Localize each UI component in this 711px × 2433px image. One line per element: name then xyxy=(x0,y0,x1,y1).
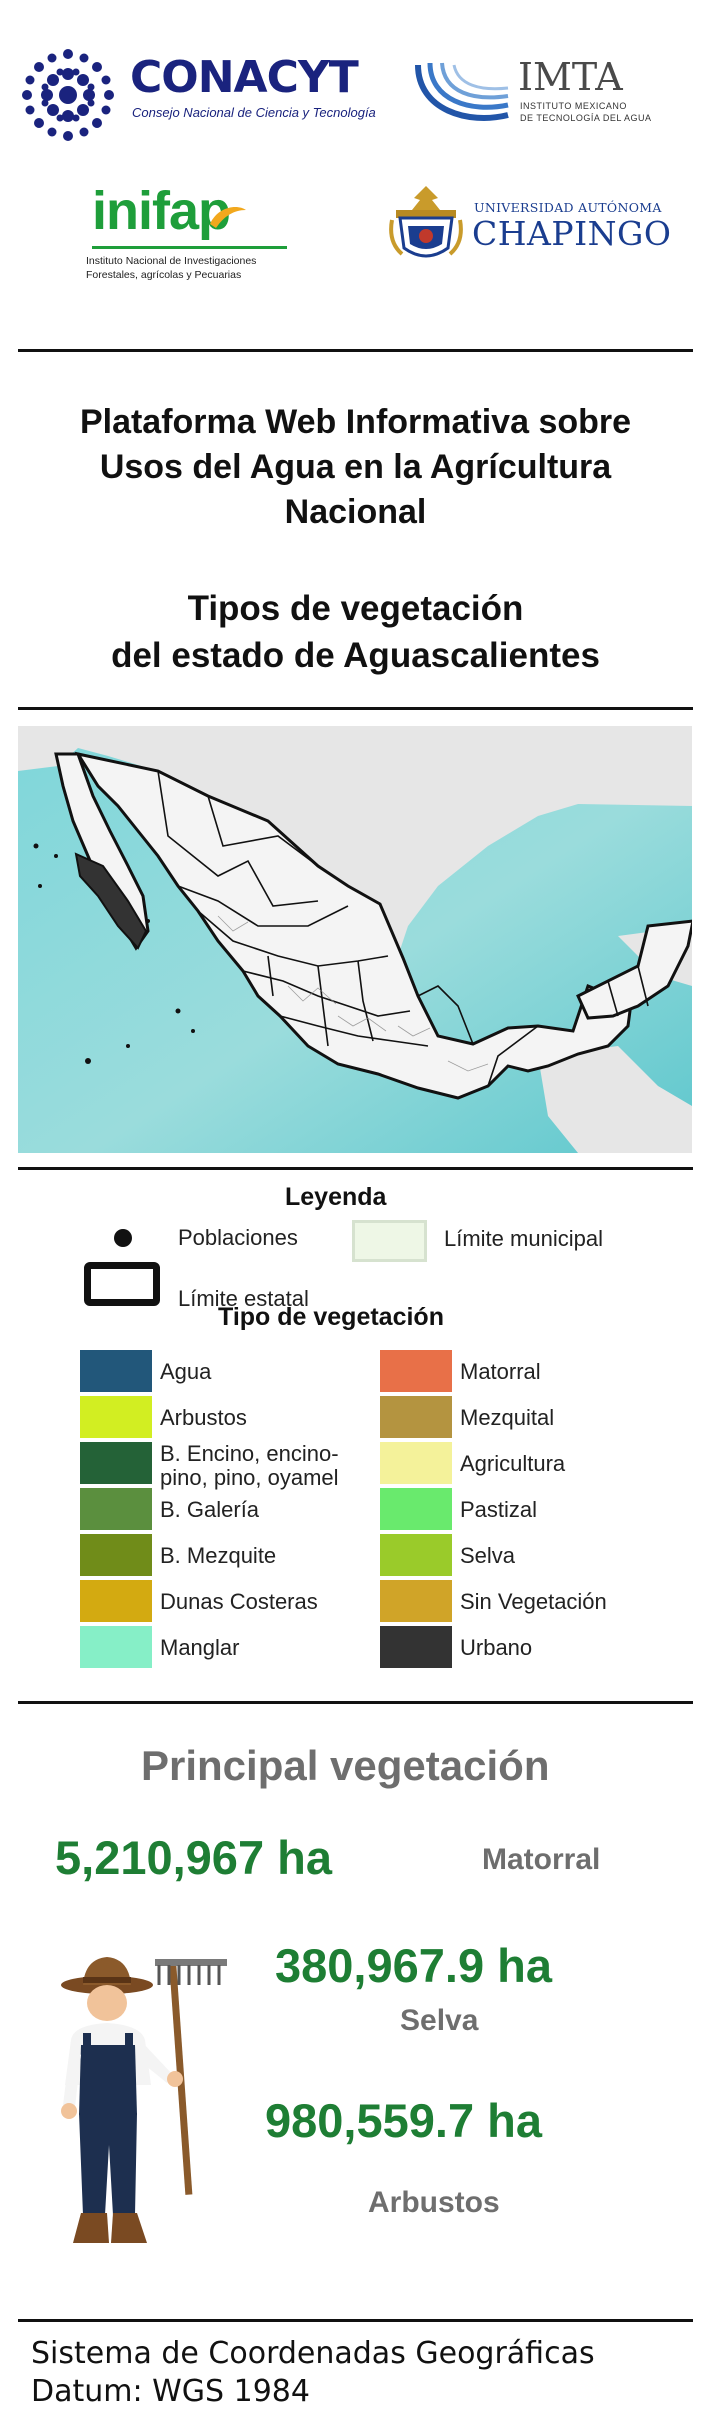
divider-title xyxy=(18,707,693,710)
mexico-map xyxy=(18,726,692,1153)
stat-value-arbustos: 980,559.7 ha xyxy=(265,2094,542,2147)
swatch-sin-vegetacion xyxy=(380,1580,452,1622)
label-matorral: Matorral xyxy=(460,1359,541,1384)
imta-logo-text: IMTA xyxy=(518,55,623,99)
mexico-mainland xyxy=(74,751,635,1100)
swatch-manglar xyxy=(80,1626,152,1668)
vegetation-legend-heading: Tipo de vegetación xyxy=(218,1303,444,1331)
islands xyxy=(33,843,195,1064)
yucatan-peninsula xyxy=(576,919,692,1020)
central-america-landmass xyxy=(538,1046,692,1153)
conacyt-logo: CONACYT Consejo Nacional de Ciencia y Te… xyxy=(12,40,376,150)
legend-limite-estatal: Límite estatal xyxy=(84,1262,384,1314)
legend-heading: Leyenda xyxy=(285,1183,387,1211)
label-dunas-costeras: Dunas Costeras xyxy=(160,1589,318,1614)
page-subtitle: Tipos de vegetación del estado de Aguasc… xyxy=(0,585,711,679)
page-title: Plataforma Web Informativa sobre Usos de… xyxy=(0,400,711,535)
label-bosque-galeria: B. Galería xyxy=(160,1497,260,1522)
stats-heading: Principal vegetación xyxy=(141,1742,550,1789)
divider-legend xyxy=(18,1701,693,1704)
mexico-map-svg xyxy=(18,726,692,1153)
highlighted-region xyxy=(74,852,148,950)
conacyt-logo-subtitle: Consejo Nacional de Ciencia y Tecnología xyxy=(132,105,376,120)
swatch-dunas-costeras xyxy=(80,1580,152,1622)
chapingo-logo-top-text: UNIVERSIDAD AUTÓNOMA xyxy=(474,200,662,215)
swatch-selva xyxy=(380,1534,452,1576)
swatch-matorral xyxy=(380,1350,452,1392)
page-title-line-2: Usos del Agua en la Agrícultura xyxy=(99,448,612,486)
chapingo-logo-text: CHAPINGO xyxy=(472,214,672,253)
conacyt-logo-text: CONACYT xyxy=(130,52,359,103)
stat-name-selva: Selva xyxy=(400,2004,479,2037)
inifap-divider xyxy=(92,246,287,249)
imta-logo: IMTA INSTITUTO MEXICANO DE TECNOLOGÍA DE… xyxy=(408,55,698,135)
stat-name-arbustos: Arbustos xyxy=(368,2186,500,2219)
legend-limite-estatal-label: Límite estatal xyxy=(178,1286,309,1311)
inifap-logo: inifap Instituto Nacional de Investigaci… xyxy=(80,180,310,290)
stat-value-selva: 380,967.9 ha xyxy=(275,1939,552,1992)
label-mezquital: Mezquital xyxy=(460,1405,555,1430)
swatch-bosque-mezquite xyxy=(80,1534,152,1576)
usa-landmass xyxy=(18,726,692,956)
inifap-leaf-icon xyxy=(210,206,246,228)
state-boundary-swatch xyxy=(84,1262,160,1306)
chapingo-crest-icon xyxy=(389,186,463,258)
label-pastizal: Pastizal xyxy=(460,1497,538,1522)
imta-wave-icon xyxy=(415,62,509,121)
divider-footer xyxy=(18,2319,693,2322)
page-title-line-1: Plataforma Web Informativa sobre xyxy=(79,403,632,441)
inifap-logo-subtitle-1: Instituto Nacional de Investigaciones xyxy=(86,255,257,267)
swatch-pastizal xyxy=(380,1488,452,1530)
chapingo-logo: UNIVERSIDAD AUTÓNOMA CHAPINGO xyxy=(388,180,698,270)
label-manglar: Manglar xyxy=(160,1635,240,1660)
conacyt-emblem-icon xyxy=(22,49,114,141)
label-urbano: Urbano xyxy=(460,1635,533,1660)
label-agricultura: Agricultura xyxy=(460,1451,566,1476)
label-bosque-encino: B. Encino, encino-pino, pino, oyamel xyxy=(160,1441,339,1490)
legend-limite-municipal: Límite municipal xyxy=(352,1220,652,1266)
imta-logo-subtitle-1: INSTITUTO MEXICANO xyxy=(520,101,627,111)
page-subtitle-line-1: Tipos de vegetación xyxy=(187,589,524,628)
swatch-bosque-galeria xyxy=(80,1488,152,1530)
label-arbustos: Arbustos xyxy=(160,1405,247,1430)
legend-limite-municipal-label: Límite municipal xyxy=(444,1226,603,1251)
divider-map xyxy=(18,1167,693,1170)
label-sin-vegetacion: Sin Vegetación xyxy=(460,1589,607,1614)
inifap-logo-text: inifap xyxy=(92,181,231,241)
population-dot-icon xyxy=(114,1229,132,1247)
legend-poblaciones: Poblaciones xyxy=(110,1225,370,1255)
label-bosque-mezquite: B. Mezquite xyxy=(160,1543,277,1568)
page-subtitle-line-2: del estado de Aguascalientes xyxy=(111,636,600,675)
swatch-arbustos xyxy=(80,1396,152,1438)
municipal-boundaries xyxy=(217,915,489,1072)
swatch-urbano xyxy=(380,1626,452,1668)
state-boundaries xyxy=(157,770,649,1087)
divider-top xyxy=(18,349,693,352)
label-agua: Agua xyxy=(160,1359,212,1384)
inifap-logo-subtitle-2: Forestales, agrícolas y Pecuarias xyxy=(86,269,242,281)
farmer-illustration xyxy=(61,1957,227,2243)
swatch-agua xyxy=(80,1350,152,1392)
swatch-agricultura xyxy=(380,1442,452,1484)
stat-name-matorral: Matorral xyxy=(482,1843,601,1876)
datum-text: Datum: WGS 1984 xyxy=(31,2374,310,2409)
municipal-boundary-swatch xyxy=(352,1220,427,1262)
stat-value-matorral: 5,210,967 ha xyxy=(55,1831,332,1884)
coordinate-system-text: Sistema de Coordenadas Geográficas xyxy=(31,2336,595,2371)
page-title-line-3: Nacional xyxy=(284,493,427,531)
legend-poblaciones-label: Poblaciones xyxy=(178,1225,298,1250)
swatch-bosque-encino xyxy=(80,1442,152,1484)
swatch-mezquital xyxy=(380,1396,452,1438)
imta-logo-subtitle-2: DE TECNOLOGÍA DEL AGUA xyxy=(520,113,652,123)
label-selva: Selva xyxy=(460,1543,516,1568)
